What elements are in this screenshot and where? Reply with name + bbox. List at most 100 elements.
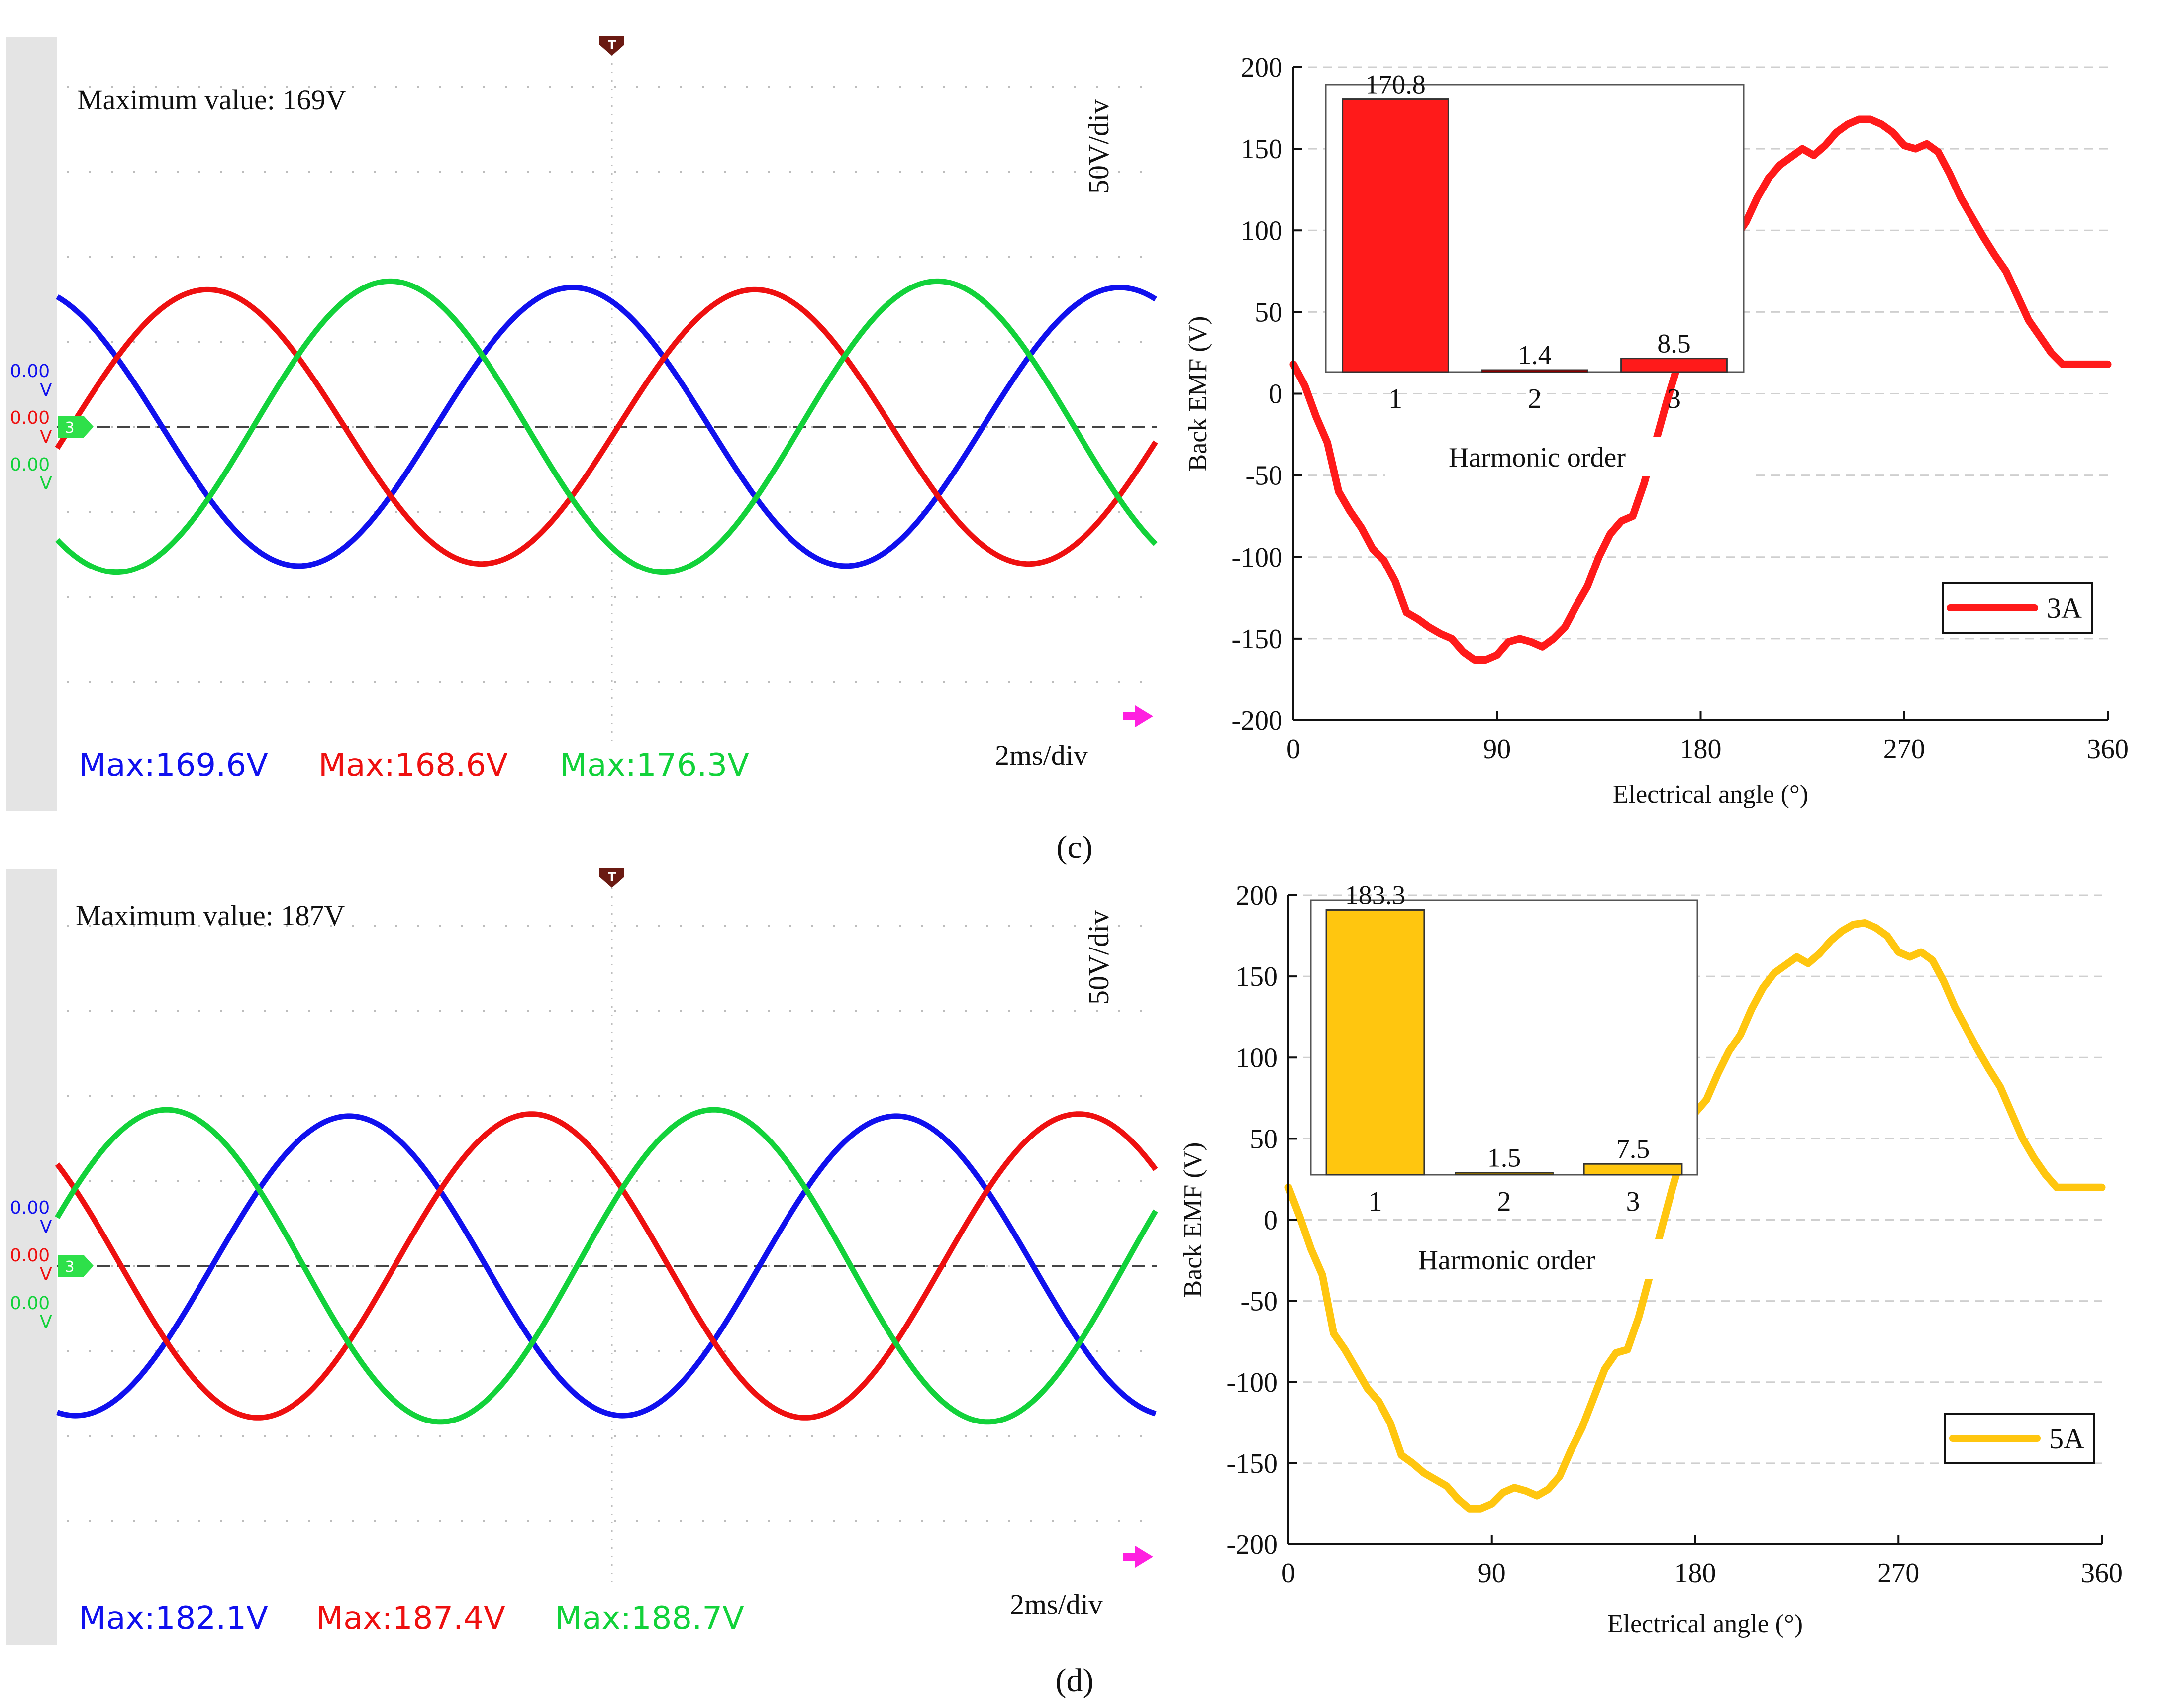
grid-dot	[768, 1095, 770, 1097]
inset-category-label: 2	[1497, 1186, 1511, 1217]
x-tick-label: 360	[2081, 1558, 2123, 1589]
grid-dot	[155, 341, 157, 343]
grid-dot	[1096, 171, 1098, 173]
grid-dot	[789, 511, 791, 513]
grid-dot	[111, 1180, 113, 1182]
grid-dot	[505, 596, 507, 598]
grid-dot	[155, 171, 157, 173]
grid-dot	[67, 171, 69, 173]
grid-dot	[1052, 1350, 1054, 1352]
grid-dot	[571, 1180, 573, 1182]
grid-dot	[789, 171, 791, 173]
grid-dot	[833, 596, 835, 598]
inset-label-backing	[1371, 1239, 1707, 1279]
grid-dot	[89, 256, 91, 258]
grid-dot	[374, 426, 376, 428]
grid-dot	[352, 1435, 354, 1437]
grid-dot	[833, 925, 835, 927]
grid-dot	[855, 1350, 857, 1352]
grid-dot	[155, 426, 157, 428]
grid-dot	[789, 1520, 791, 1522]
grid-dot	[746, 1520, 748, 1522]
grid-dot	[461, 511, 463, 513]
grid-dot	[1008, 256, 1010, 258]
grid-dot	[352, 1010, 354, 1012]
grid-dot	[374, 596, 376, 598]
inset-bar-1	[1342, 98, 1449, 373]
grid-dot	[1096, 596, 1098, 598]
grid-dot	[417, 511, 419, 513]
grid-dot	[1118, 86, 1120, 88]
x-tick-label: 180	[1674, 1558, 1716, 1589]
scope-time-per-div: 2ms/div	[995, 739, 1088, 771]
grid-dot	[395, 86, 397, 88]
grid-dot	[768, 86, 770, 88]
grid-dot	[1008, 1095, 1010, 1097]
grid-dot	[680, 596, 682, 598]
grid-dot	[133, 171, 135, 173]
grid-dot	[877, 596, 879, 598]
grid-dot	[658, 1180, 660, 1182]
grid-dot	[833, 1520, 835, 1522]
grid-dot	[571, 1265, 573, 1267]
grid-dot	[614, 86, 616, 88]
grid-dot	[986, 86, 988, 88]
grid-dot	[527, 86, 529, 88]
grid-dot	[395, 925, 397, 927]
grid-dot	[198, 1350, 200, 1352]
grid-dot	[111, 256, 113, 258]
grid-dot	[505, 1435, 507, 1437]
grid-dot	[943, 1010, 945, 1012]
grid-dot	[395, 511, 397, 513]
grid-dot	[1118, 511, 1120, 513]
grid-dot	[1074, 256, 1076, 258]
grid-dot	[395, 341, 397, 343]
grid-dot	[155, 86, 157, 88]
grid-dot	[877, 341, 879, 343]
channel-marker-label: 3	[65, 419, 74, 437]
grid-dot	[133, 1520, 135, 1522]
grid-dot	[680, 1180, 682, 1182]
grid-dot	[308, 1350, 310, 1352]
grid-dot	[177, 341, 179, 343]
grid-dot	[527, 596, 529, 598]
grid-dot	[1096, 925, 1098, 927]
waveform-phase-b	[55, 1111, 1158, 1421]
grid-dot	[67, 925, 69, 927]
grid-dot	[177, 1010, 179, 1012]
grid-dot	[921, 1180, 923, 1182]
y-tick-label: 0	[1269, 379, 1282, 410]
grid-dot	[264, 925, 266, 927]
grid-dot	[483, 1180, 485, 1182]
grid-dot	[1030, 426, 1032, 428]
grid-dot	[877, 1180, 879, 1182]
y-tick-label: 150	[1236, 961, 1278, 992]
grid-dot	[155, 596, 157, 598]
x-tick-label: 90	[1483, 734, 1511, 764]
grid-dot	[592, 925, 594, 927]
grid-dot	[921, 1435, 923, 1437]
grid-dot	[67, 256, 69, 258]
grid-dot	[877, 1350, 879, 1352]
grid-dot	[89, 1350, 91, 1352]
grid-dot	[1096, 681, 1098, 683]
grid-dot	[242, 1095, 244, 1097]
grid-dot	[833, 1095, 835, 1097]
grid-dot	[702, 925, 704, 927]
grid-dot	[899, 171, 901, 173]
grid-dot	[877, 1010, 879, 1012]
grid-dot	[483, 925, 485, 927]
grid-dot	[395, 171, 397, 173]
grid-dot	[833, 171, 835, 173]
inset-bar-label-2: 1.5	[1487, 1143, 1521, 1173]
grid-dot	[549, 596, 551, 598]
offset-ch3: 0.00	[10, 1293, 50, 1314]
offset-ch3-unit: V	[40, 1312, 52, 1332]
grid-dot	[877, 511, 879, 513]
grid-dot	[811, 511, 813, 513]
inset-category-label: 1	[1369, 1186, 1382, 1217]
channel-marker: 3	[58, 1255, 94, 1277]
grid-dot	[921, 596, 923, 598]
grid-dot	[264, 171, 266, 173]
inset-category-label: 1	[1388, 383, 1402, 414]
